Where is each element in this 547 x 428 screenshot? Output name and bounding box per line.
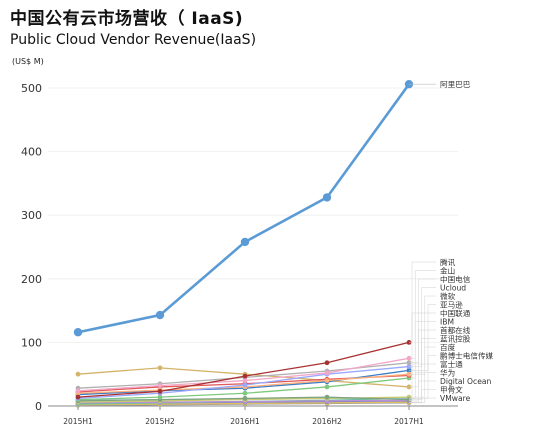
data-point	[324, 384, 330, 390]
series-label: VMware	[440, 394, 471, 403]
series-label: 亚马逊	[440, 300, 463, 310]
data-point	[242, 373, 248, 379]
data-point	[324, 378, 330, 383]
data-point	[324, 360, 330, 366]
series-label: IBM	[440, 318, 454, 327]
data-point	[75, 371, 81, 377]
leader-line	[409, 355, 436, 399]
series-label: 金山	[440, 266, 455, 276]
leader-line	[409, 397, 436, 404]
data-point	[75, 388, 81, 394]
y-tick-label: 200	[21, 273, 42, 286]
x-tick-label: 2017H1	[394, 417, 424, 426]
series-label: 甲骨文	[440, 385, 463, 395]
series-label: 百度	[440, 342, 456, 352]
y-axis-unit-label: (US$ M)	[12, 57, 44, 66]
data-point	[155, 310, 165, 320]
series-label: 华为	[440, 368, 455, 378]
series-label: 中国联通	[440, 308, 471, 318]
series-label: 腾讯	[440, 257, 456, 267]
chart-subtitle: Public Cloud Vendor Revenue(IaaS)	[10, 32, 257, 48]
leader-line	[409, 261, 436, 343]
x-tick-label: 2015H2	[145, 417, 175, 426]
series-label: 微软	[440, 291, 456, 301]
series-label: 富士通	[440, 359, 463, 369]
data-point	[157, 394, 163, 400]
leader-line	[409, 295, 436, 375]
leader-line	[409, 363, 436, 401]
data-point	[324, 394, 330, 400]
chart-title: 中国公有云市场营收（ IaaS)	[10, 9, 244, 29]
data-point	[322, 193, 332, 202]
data-point	[242, 395, 248, 401]
leader-line	[409, 312, 436, 376]
series-label: 首都在线	[440, 325, 471, 335]
data-point	[157, 388, 163, 394]
data-point	[242, 390, 248, 396]
leader-line	[409, 287, 436, 367]
data-point	[157, 383, 163, 389]
leader-line	[409, 304, 436, 371]
y-tick-label: 500	[21, 82, 42, 95]
series-label: 中国电信	[440, 274, 471, 284]
data-point	[73, 328, 83, 337]
y-tick-label: 100	[21, 336, 42, 349]
series-label: 鹏博士电信传媒	[440, 351, 494, 361]
series-label: 蓝讯控股	[440, 334, 471, 344]
series-label: 阿里巴巴	[440, 80, 471, 89]
leader-line	[409, 278, 436, 364]
series-line	[77, 83, 411, 334]
leader-line	[409, 338, 436, 400]
leader-line	[409, 372, 436, 399]
data-point	[242, 382, 248, 388]
leader-line	[409, 329, 436, 388]
series-label: Digital Ocean	[440, 377, 492, 386]
y-tick-label: 400	[21, 146, 42, 159]
x-tick-label: 2016H2	[312, 417, 342, 426]
x-tick-label: 2016H1	[230, 417, 260, 426]
x-tick-label: 2015H1	[63, 417, 93, 426]
leader-line	[409, 380, 436, 402]
data-point	[75, 394, 81, 400]
y-tick-label: 0	[35, 400, 42, 413]
leader-line	[409, 389, 436, 403]
series-label: Ucloud	[440, 284, 466, 293]
leader-line	[409, 346, 436, 398]
leader-line	[409, 270, 436, 359]
data-point	[242, 378, 248, 383]
y-tick-label: 300	[21, 209, 42, 222]
data-point	[157, 365, 163, 371]
data-point	[324, 370, 330, 376]
data-point	[240, 237, 250, 247]
